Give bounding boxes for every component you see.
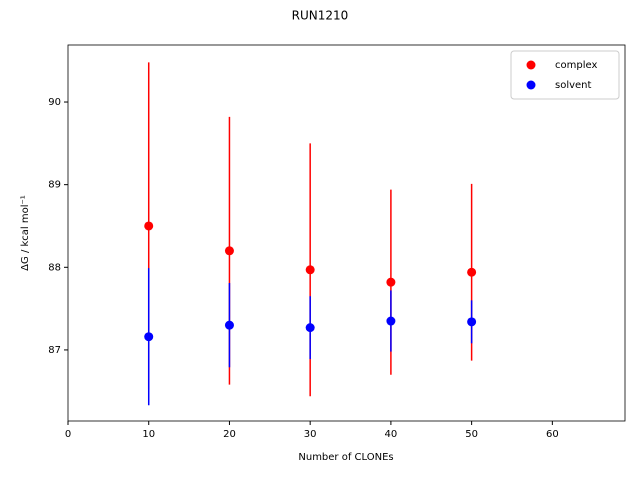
plot-frame — [67, 44, 626, 422]
point — [305, 265, 315, 275]
y-tick-label: 87 — [48, 345, 61, 356]
x-tick-label: 50 — [465, 429, 478, 440]
x-axis-label: Number of CLONEs — [298, 452, 393, 463]
point — [386, 316, 396, 326]
x-tick-label: 40 — [385, 429, 398, 440]
point — [224, 246, 234, 256]
point — [144, 332, 154, 342]
point — [144, 221, 154, 231]
y-tick-label: 90 — [48, 97, 61, 108]
x-tick-label: 30 — [304, 429, 317, 440]
legend-marker — [526, 80, 536, 90]
point — [305, 323, 315, 333]
point — [467, 267, 477, 277]
x-tick-label: 60 — [546, 429, 559, 440]
point — [224, 320, 234, 330]
legend-label: complex — [555, 60, 597, 71]
legend-marker — [526, 60, 536, 70]
y-tick-label: 89 — [48, 180, 61, 191]
chart-title: RUN1210 — [292, 9, 349, 23]
legend-box — [510, 50, 620, 100]
point — [386, 277, 396, 287]
x-tick-label: 0 — [65, 429, 71, 440]
y-tick-label: 88 — [48, 262, 61, 273]
x-tick-label: 20 — [223, 429, 236, 440]
y-axis-label: ΔG / kcal mol⁻¹ — [20, 195, 31, 271]
point — [467, 317, 477, 327]
x-tick-label: 10 — [142, 429, 155, 440]
legend-label: solvent — [555, 80, 592, 91]
